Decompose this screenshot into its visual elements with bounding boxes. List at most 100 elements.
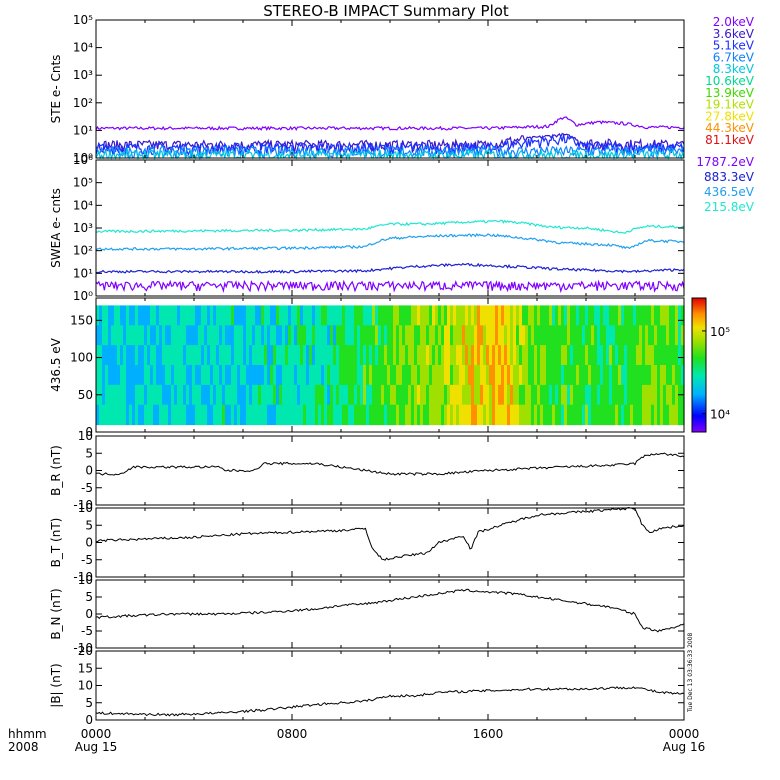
heatmap-cell (213, 325, 217, 346)
heatmap-cell (489, 305, 493, 326)
x-tick-date-label: Aug 15 (75, 740, 118, 754)
heatmap-cell (186, 305, 190, 326)
heatmap-cell (480, 404, 484, 426)
heatmap-cell (519, 345, 523, 366)
heatmap-cell (213, 305, 217, 326)
heatmap-cell (675, 365, 679, 386)
heatmap-cell (387, 404, 391, 426)
heatmap-cell (324, 345, 328, 366)
heatmap-cell (138, 305, 142, 326)
heatmap-cell (255, 404, 259, 426)
heatmap-cell (285, 404, 289, 426)
y-tick-label: 10 (78, 429, 93, 443)
heatmap-cell (360, 365, 364, 386)
heatmap-cell (357, 345, 361, 366)
heatmap-cell (255, 345, 259, 366)
y-axis-label: STE e- Cnts (49, 55, 63, 124)
heatmap-cell (294, 404, 298, 426)
y-tick-label: 10⁴ (73, 198, 93, 212)
heatmap-cell (618, 404, 622, 426)
heatmap-cell (645, 305, 649, 326)
heatmap-cell (417, 325, 421, 346)
heatmap-cell (402, 345, 406, 366)
heatmap-cell (306, 345, 310, 366)
heatmap-cell (153, 305, 157, 326)
heatmap-cell (120, 345, 124, 366)
heatmap-cell (621, 384, 625, 406)
heatmap-cell (393, 384, 397, 406)
heatmap-cell (342, 384, 346, 406)
heatmap-cell (537, 305, 541, 326)
heatmap-cell (546, 345, 550, 366)
heatmap-cell (372, 325, 376, 346)
heatmap-cell (306, 404, 310, 426)
heatmap-cell (243, 325, 247, 346)
heatmap-cell (525, 404, 529, 426)
heatmap-cell (657, 345, 661, 366)
heatmap-cell (153, 345, 157, 366)
heatmap-cell (318, 384, 322, 406)
heatmap-cell (264, 404, 268, 426)
series-line-4 (95, 279, 685, 294)
heatmap-cell (651, 404, 655, 426)
heatmap-cell (291, 365, 295, 386)
heatmap-cell (495, 384, 499, 406)
heatmap-cell (681, 345, 685, 366)
heatmap-cell (168, 345, 172, 366)
heatmap-cell (444, 305, 448, 326)
heatmap-cell (312, 345, 316, 366)
heatmap-cell (618, 305, 622, 326)
heatmap-cell (399, 365, 403, 386)
heatmap-cell (213, 345, 217, 366)
heatmap-cell (621, 305, 625, 326)
heatmap-cell (192, 365, 196, 386)
heatmap-cell (111, 365, 115, 386)
heatmap-cell (327, 404, 331, 426)
heatmap-cell (270, 305, 274, 326)
heatmap-cell (609, 345, 613, 366)
heatmap-cell (510, 345, 514, 366)
legend-item: 3.6keV (713, 27, 755, 41)
heatmap-cell (609, 384, 613, 406)
heatmap-cell (183, 305, 187, 326)
heatmap-cell (165, 384, 169, 406)
heatmap-cell (285, 325, 289, 346)
heatmap-cell (114, 325, 118, 346)
heatmap-cell (678, 404, 682, 426)
heatmap-cell (141, 404, 145, 426)
heatmap-cell (606, 384, 610, 406)
heatmap-cell (396, 345, 400, 366)
heatmap-cell (177, 325, 181, 346)
plot-title: STEREO-B IMPACT Summary Plot (263, 2, 509, 20)
heatmap-cell (279, 404, 283, 426)
heatmap-cell (156, 365, 160, 386)
heatmap-cell (390, 404, 394, 426)
heatmap-cell (210, 384, 214, 406)
heatmap-cell (138, 365, 142, 386)
y-tick-label: 20 (78, 644, 93, 658)
heatmap-cell (459, 365, 463, 386)
heatmap-cell (435, 404, 439, 426)
heatmap-cell (606, 404, 610, 426)
heatmap-cell (381, 384, 385, 406)
y-tick-label: 10 (78, 573, 93, 587)
heatmap-cell (465, 305, 469, 326)
heatmap-cell (585, 404, 589, 426)
heatmap-cell (429, 404, 433, 426)
heatmap-cell (540, 305, 544, 326)
heatmap-cell (246, 365, 250, 386)
heatmap-cell (384, 325, 388, 346)
heatmap-cell (609, 365, 613, 386)
heatmap-cell (252, 325, 256, 346)
heatmap-cell (639, 384, 643, 406)
heatmap-cell (204, 305, 208, 326)
y-tick-label: -5 (81, 553, 93, 567)
heatmap-cell (366, 384, 370, 406)
heatmap-cell (558, 325, 562, 346)
series-line-1 (95, 116, 685, 131)
heatmap-cell (240, 305, 244, 326)
heatmap-cell (516, 345, 520, 366)
heatmap-cell (171, 365, 175, 386)
panel-frame (95, 507, 685, 578)
heatmap-cell (429, 345, 433, 366)
